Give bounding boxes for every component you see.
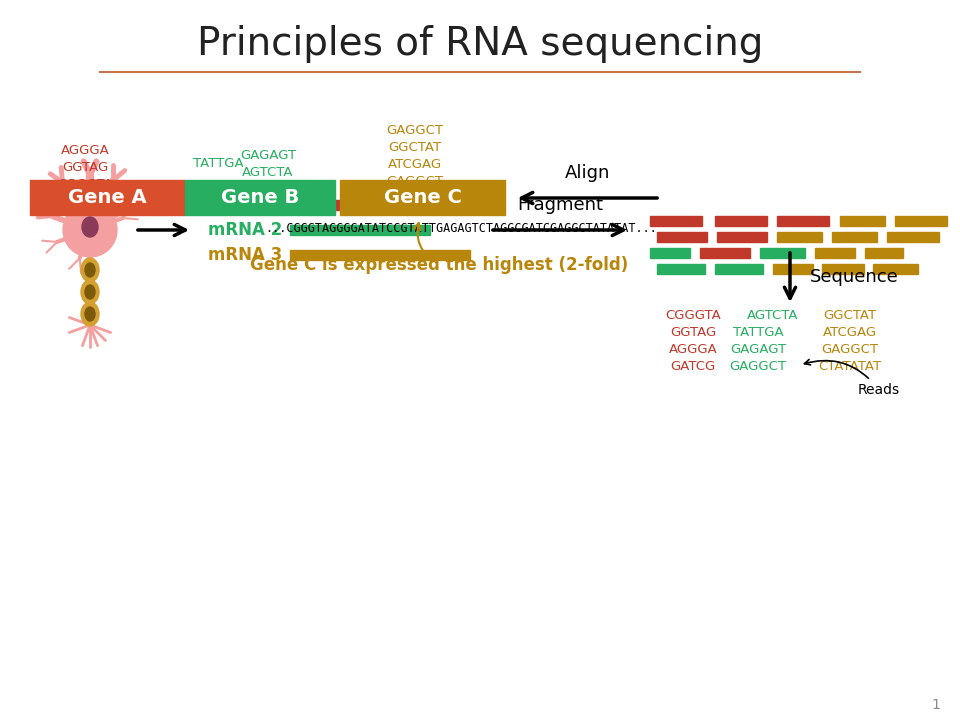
Text: CTATATAT: CTATATAT (414, 192, 476, 204)
Text: mRNA 3: mRNA 3 (207, 246, 282, 264)
Text: GATCG: GATCG (670, 359, 715, 372)
Bar (715, 216, 767, 226)
Text: Gene B: Gene B (221, 188, 300, 207)
Text: GAGGCT: GAGGCT (730, 359, 786, 372)
Bar (657, 264, 705, 274)
Bar (650, 216, 702, 226)
Ellipse shape (85, 307, 95, 321)
Text: Gene C is expressed the highest (2-fold): Gene C is expressed the highest (2-fold) (250, 223, 628, 274)
Bar (815, 248, 855, 258)
Ellipse shape (85, 263, 95, 277)
Text: mRNA 2: mRNA 2 (207, 221, 282, 239)
Text: 1: 1 (931, 698, 940, 712)
Bar (773, 264, 813, 274)
Text: CTATATAT: CTATATAT (819, 359, 881, 372)
Text: Fragment: Fragment (517, 196, 603, 214)
Bar (822, 264, 864, 274)
Bar (887, 232, 939, 242)
Text: CGGGTA: CGGGTA (665, 308, 721, 322)
Text: GGCTAT: GGCTAT (824, 308, 876, 322)
Bar (30, 180, 185, 215)
Text: AGGGA: AGGGA (668, 343, 717, 356)
Text: ATCGAG: ATCGAG (388, 158, 442, 171)
Text: GAGGCT: GAGGCT (822, 343, 878, 356)
Text: AGTCTA: AGTCTA (242, 166, 294, 179)
Bar (715, 264, 763, 274)
Bar (777, 216, 829, 226)
Ellipse shape (81, 302, 99, 326)
Ellipse shape (85, 285, 95, 299)
Ellipse shape (82, 217, 98, 237)
Text: GGCTAT: GGCTAT (389, 140, 442, 153)
Text: AGTCTA: AGTCTA (747, 308, 799, 322)
Text: GAGAGT: GAGAGT (730, 343, 786, 356)
Text: GAGAGT: GAGAGT (240, 148, 296, 161)
Text: CGGGTA: CGGGTA (58, 178, 113, 191)
Bar (832, 232, 877, 242)
Text: AGGGA: AGGGA (60, 143, 109, 156)
Text: GAGGCT: GAGGCT (387, 174, 444, 187)
Bar (865, 248, 903, 258)
Text: Reads: Reads (804, 359, 900, 397)
Bar (657, 232, 707, 242)
Text: TATTGA: TATTGA (193, 156, 243, 169)
Bar (717, 232, 767, 242)
Text: mRNA 1: mRNA 1 (208, 196, 282, 214)
Text: ...CGGGTAGGGGATATCCGTATTGAGAGTCTAGGCGATCGAGGCTATATAT...: ...CGGGTAGGGGATATCCGTATTGAGAGTCTAGGCGATC… (265, 222, 657, 235)
Text: GGTAG: GGTAG (61, 161, 108, 174)
Bar (290, 200, 475, 210)
Text: TATTGA: TATTGA (732, 325, 783, 338)
Bar (777, 232, 822, 242)
Text: ATCGAG: ATCGAG (823, 325, 877, 338)
Text: GAGGCT: GAGGCT (387, 124, 444, 137)
Text: Principles of RNA sequencing: Principles of RNA sequencing (197, 25, 763, 63)
Text: Gene C: Gene C (384, 188, 462, 207)
Bar (873, 264, 918, 274)
Bar (340, 180, 505, 215)
Bar (895, 216, 947, 226)
Bar (290, 250, 470, 260)
Ellipse shape (81, 258, 99, 282)
Text: Gene A: Gene A (68, 188, 147, 207)
Bar (650, 248, 690, 258)
Bar (290, 225, 430, 235)
Bar (700, 248, 750, 258)
Bar (760, 248, 805, 258)
Ellipse shape (81, 280, 99, 304)
Text: Sequence: Sequence (810, 268, 899, 286)
Text: Align: Align (565, 164, 611, 182)
Bar (185, 180, 335, 215)
Text: GGTAG: GGTAG (670, 325, 716, 338)
Bar (840, 216, 885, 226)
Circle shape (63, 203, 117, 257)
Text: GATCG: GATCG (362, 192, 408, 204)
